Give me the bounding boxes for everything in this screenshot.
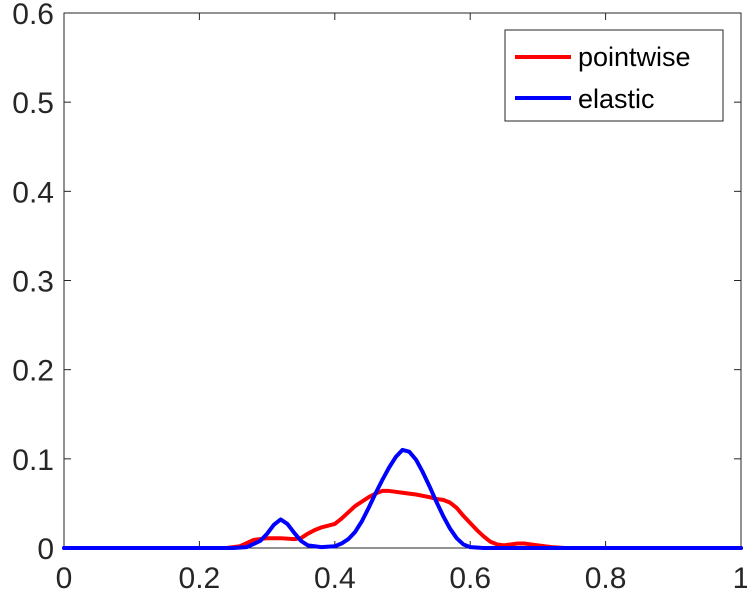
y-tick-label: 0.5 <box>12 87 54 120</box>
legend-box <box>504 29 724 122</box>
x-tick-label: 0.8 <box>585 562 627 595</box>
series-layer <box>62 447 743 550</box>
series-line-pointwise <box>62 488 743 550</box>
x-axis-ticks: 0 0.2 0.4 0.6 0.8 1 <box>56 13 747 595</box>
legend-label-pointwise: pointwise <box>578 42 691 72</box>
x-tick-label: 0.2 <box>179 562 221 595</box>
y-tick-label: 0 <box>37 533 54 566</box>
y-axis-ticks: 0 0.1 0.2 0.3 0.4 0.5 0.6 <box>12 0 741 566</box>
y-tick-label: 0.2 <box>12 355 54 388</box>
x-tick-label: 1 <box>733 562 747 595</box>
x-tick-label: 0.4 <box>314 562 356 595</box>
series-line-elastic <box>62 447 743 550</box>
y-tick-label: 0.4 <box>12 176 54 209</box>
x-tick-label: 0.6 <box>449 562 491 595</box>
x-tick-label: 0 <box>56 562 73 595</box>
y-tick-label: 0.6 <box>12 0 54 31</box>
y-tick-label: 0.1 <box>12 444 54 477</box>
legend: pointwise elastic <box>504 29 724 122</box>
legend-label-elastic: elastic <box>578 84 655 114</box>
y-tick-label: 0.3 <box>12 266 54 299</box>
